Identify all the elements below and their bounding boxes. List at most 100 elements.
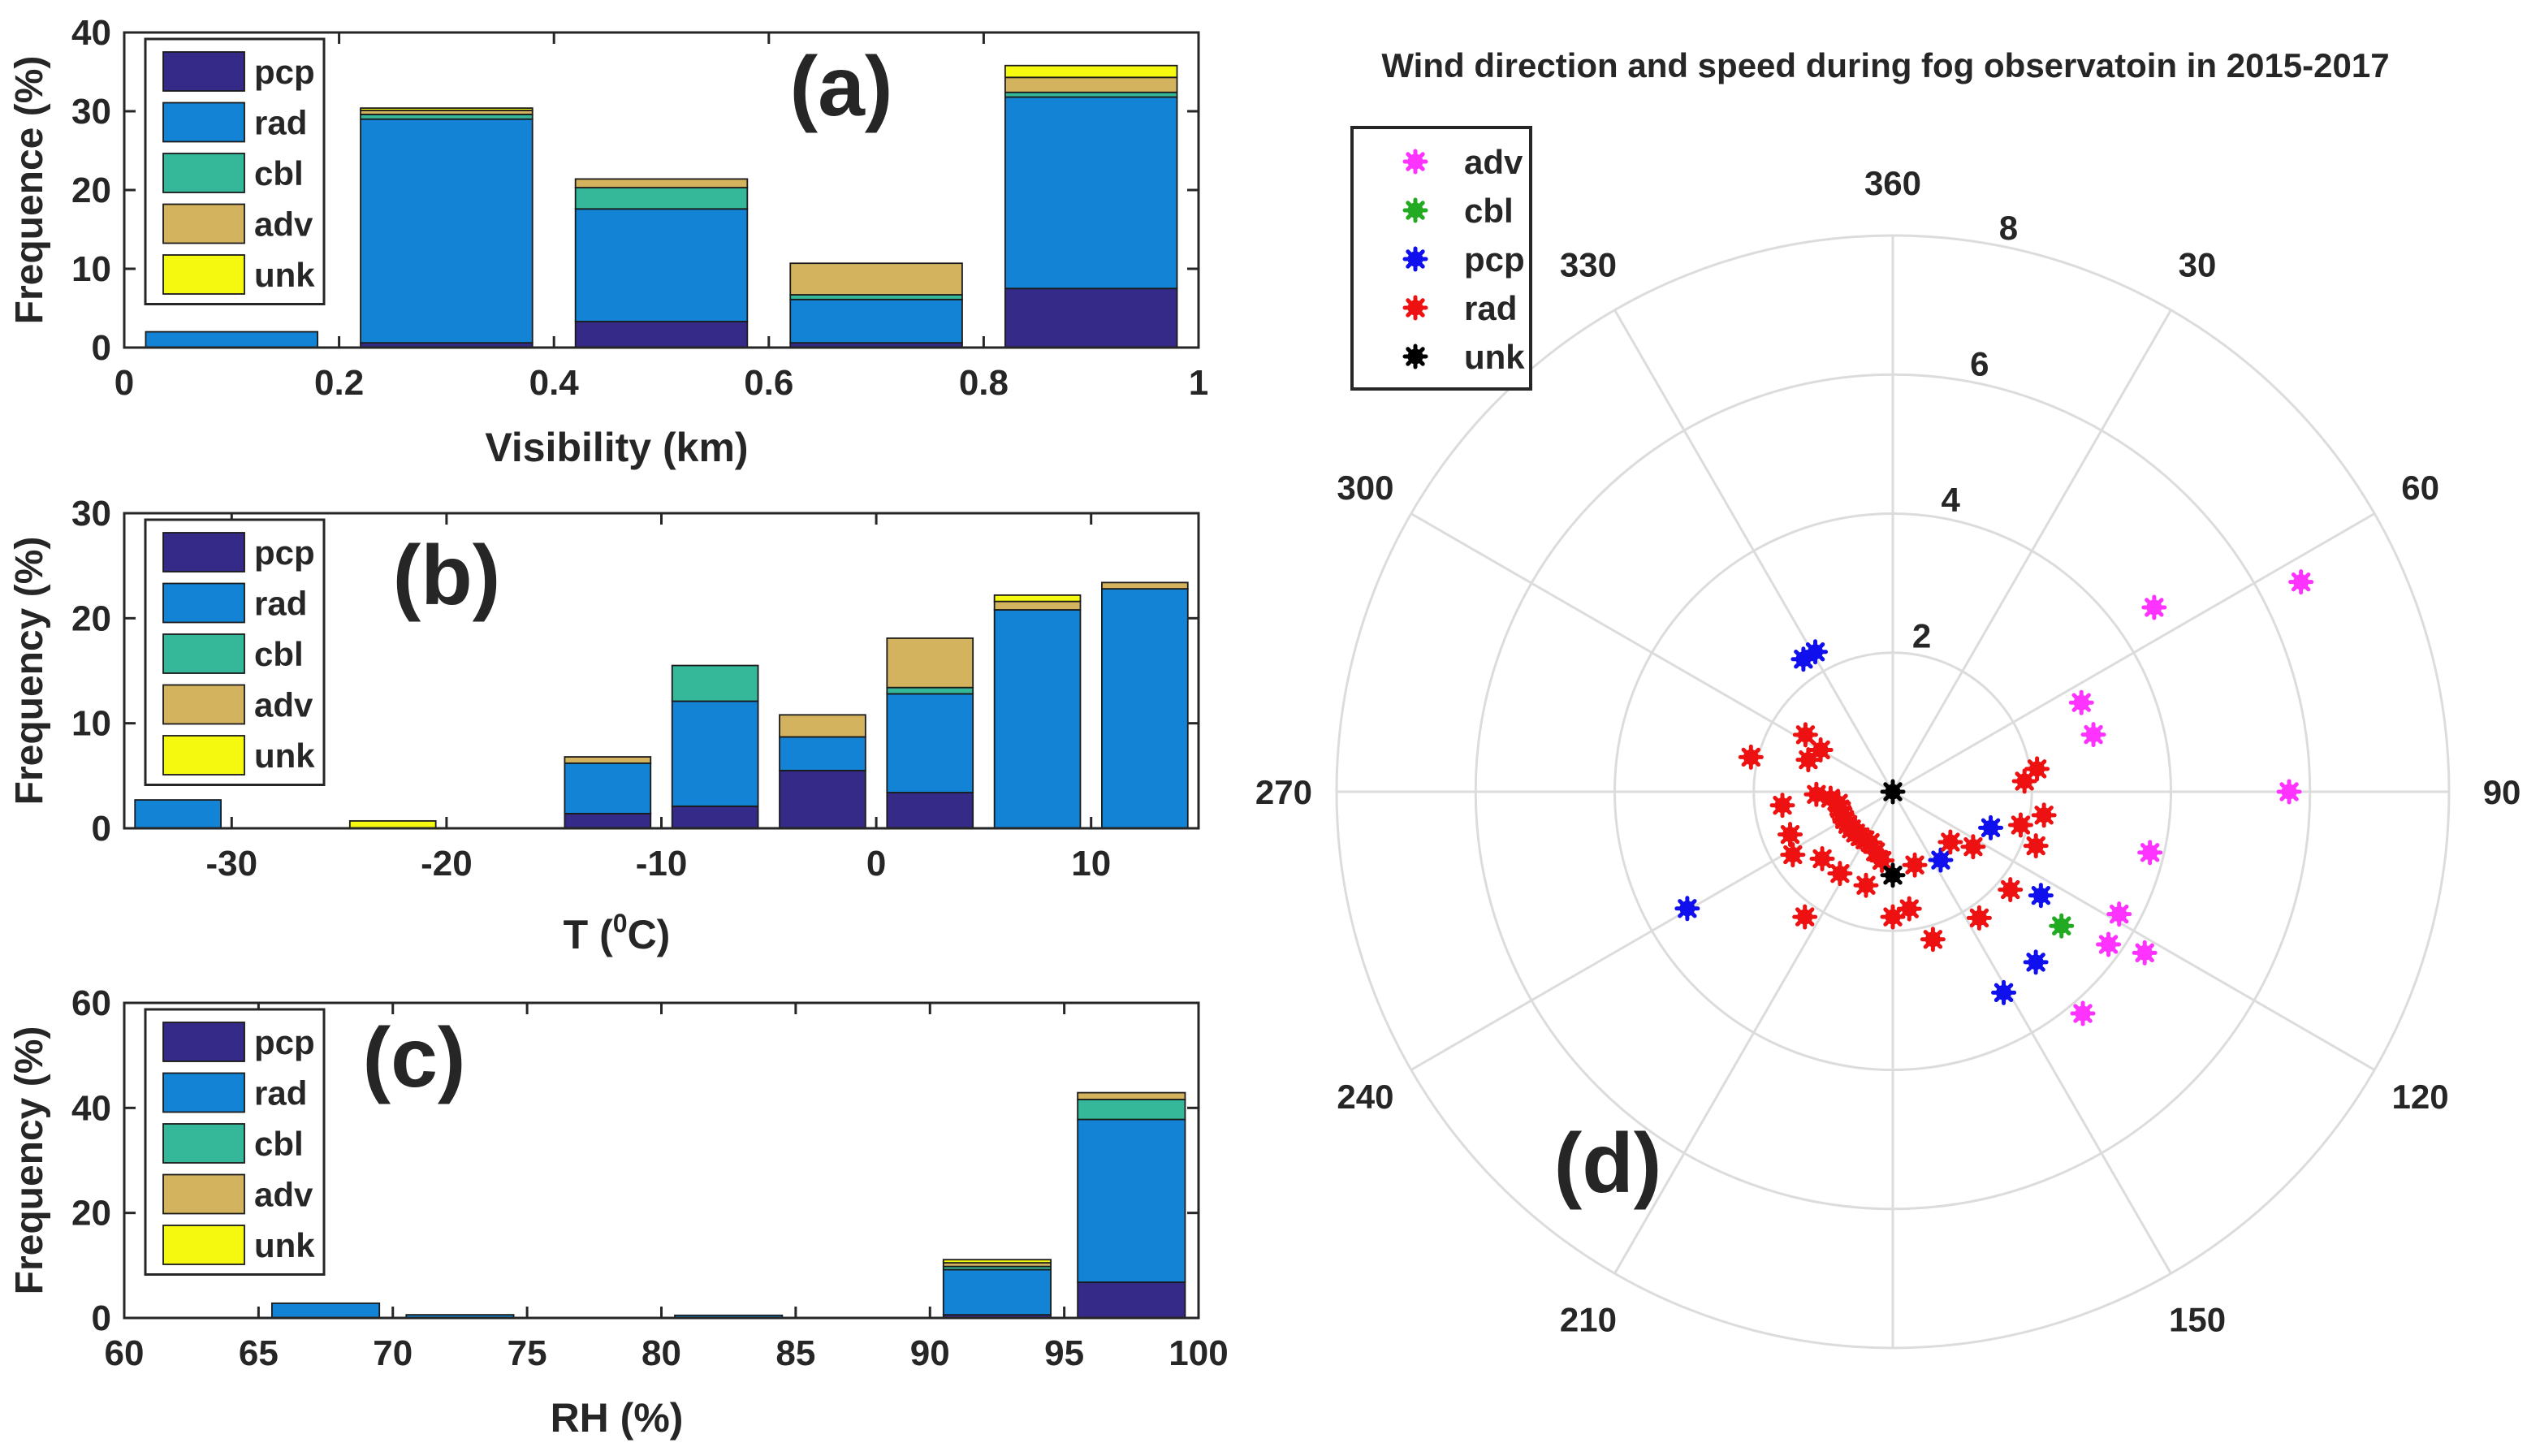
point-rad-16-ray xyxy=(1873,842,1886,854)
point-unk-0-ray xyxy=(1890,782,1903,794)
point-cbl-0 xyxy=(2049,913,2075,939)
point-adv-3 xyxy=(2080,722,2106,748)
point-pcp-7-ray xyxy=(1685,899,1697,911)
point-rad-34-ray xyxy=(1930,930,1943,942)
legend-marker-pcp-ray xyxy=(1413,249,1425,261)
point-pcp-5-ray xyxy=(2002,983,2014,995)
point-rad-24 xyxy=(1902,852,1928,878)
polar-grid-spoke xyxy=(1613,309,1894,793)
legend-label-cbl: cbl xyxy=(1464,192,1514,230)
bar-unk-4 xyxy=(1004,64,1178,79)
point-rad-19-ray xyxy=(1790,845,1803,858)
bar-rad-5 xyxy=(671,700,759,807)
legend-label-unk: unk xyxy=(254,1226,315,1264)
bar-rad-2 xyxy=(574,208,749,322)
point-rad-3 xyxy=(1738,744,1764,770)
point-rad-3-ray xyxy=(1748,747,1760,759)
bar-pcp-2 xyxy=(574,321,749,348)
x-axis-label: RH (%) xyxy=(551,1395,684,1441)
angle-label: 150 xyxy=(2169,1301,2226,1339)
legend-marker-unk-ray xyxy=(1413,347,1425,359)
point-rad-36 xyxy=(1853,872,1879,898)
bar-rad-7 xyxy=(1077,1118,1186,1283)
y-tick-label: 40 xyxy=(71,1088,111,1128)
polar-grid-spoke xyxy=(1891,791,2172,1274)
point-rad-32-ray xyxy=(2008,879,2020,892)
legend-label-pcp: pcp xyxy=(254,53,315,91)
x-tick-label: 95 xyxy=(1044,1333,1084,1373)
point-unk-1-ray xyxy=(1890,866,1903,878)
point-adv-9 xyxy=(2070,1000,2096,1026)
legend-label-unk: unk xyxy=(254,256,315,294)
legend-label-rad: rad xyxy=(254,1074,307,1113)
bar-adv-7 xyxy=(1077,1091,1186,1100)
legend-label-pcp: pcp xyxy=(1464,240,1525,279)
point-rad-32 xyxy=(1998,877,2024,903)
point-pcp-0 xyxy=(1790,646,1816,672)
x-tick-label: 80 xyxy=(641,1333,681,1373)
point-rad-19 xyxy=(1780,842,1806,868)
point-adv-6-ray xyxy=(2117,904,2129,917)
legend-label-rad: rad xyxy=(254,104,307,142)
y-axis-label: Frequence (%) xyxy=(8,56,51,325)
legend-label-unk: unk xyxy=(1464,338,1525,376)
legend-label-rad: rad xyxy=(1464,289,1517,327)
point-pcp-1-ray xyxy=(1813,642,1825,655)
bar-rad-0 xyxy=(145,331,319,348)
point-pcp-6 xyxy=(1928,847,1954,873)
bar-pcp-5 xyxy=(671,805,759,829)
x-tick-label: 0 xyxy=(866,844,886,884)
point-rad-25 xyxy=(1937,829,1963,855)
polar-legend-box xyxy=(1350,126,1532,391)
x-tick-label: 60 xyxy=(105,1333,145,1373)
bar-pcp-4 xyxy=(1004,287,1178,348)
x-tick-label: -20 xyxy=(421,844,473,884)
legend-label-adv: adv xyxy=(254,686,313,724)
angle-label: 30 xyxy=(2179,245,2217,283)
x-tick-label: -30 xyxy=(206,844,258,884)
point-pcp-3-ray xyxy=(2038,886,2051,898)
bar-adv-9 xyxy=(1101,581,1189,590)
angle-label: 360 xyxy=(1864,164,1921,202)
point-rad-0 xyxy=(1795,747,1821,773)
point-adv-1 xyxy=(2288,569,2314,595)
polar-grid-spoke xyxy=(1410,790,1894,1071)
x-tick-label: 0.8 xyxy=(959,363,1009,403)
point-rad-18 xyxy=(1778,822,1803,848)
point-adv-7 xyxy=(2132,940,2158,966)
x-tick-label: 0.6 xyxy=(744,363,793,403)
point-rad-2-ray xyxy=(1818,740,1830,752)
x-tick-label: -10 xyxy=(636,844,688,884)
panel-label: (c) xyxy=(362,1011,465,1105)
point-rad-25-ray xyxy=(1948,832,1960,845)
y-tick-label: 30 xyxy=(71,92,111,132)
point-adv-8 xyxy=(2096,931,2122,957)
point-rad-27 xyxy=(2023,833,2049,859)
bar-rad-6 xyxy=(779,736,866,771)
x-tick-label: 0.4 xyxy=(529,363,580,403)
y-tick-label: 20 xyxy=(71,1194,111,1233)
point-unk-0 xyxy=(1880,779,1906,805)
point-adv-0 xyxy=(2141,594,2167,620)
angle-label: 330 xyxy=(1560,245,1617,283)
radius-label: 6 xyxy=(1970,344,1989,382)
point-rad-15-ray xyxy=(1868,832,1880,845)
x-axis-label-unit: C) xyxy=(628,912,671,957)
point-pcp-2 xyxy=(1978,814,2004,840)
point-rad-27-ray xyxy=(2033,836,2045,849)
point-pcp-7 xyxy=(1674,896,1700,922)
panel-label: (a) xyxy=(789,40,892,134)
point-rad-22 xyxy=(1792,904,1818,930)
point-rad-31-ray xyxy=(2035,759,2047,771)
bar-adv-8 xyxy=(993,600,1082,611)
point-rad-20-ray xyxy=(1820,849,1832,862)
point-pcp-2-ray xyxy=(1989,818,2001,830)
point-rad-18-ray xyxy=(1788,824,1800,837)
legend-label-unk: unk xyxy=(254,737,315,775)
point-rad-33 xyxy=(1966,905,1992,931)
y-tick-label: 20 xyxy=(71,598,111,638)
point-adv-4 xyxy=(2276,779,2302,805)
point-rad-4 xyxy=(1803,781,1829,807)
bar-cbl-5 xyxy=(671,664,759,702)
legend-swatch-pcp xyxy=(162,51,245,92)
